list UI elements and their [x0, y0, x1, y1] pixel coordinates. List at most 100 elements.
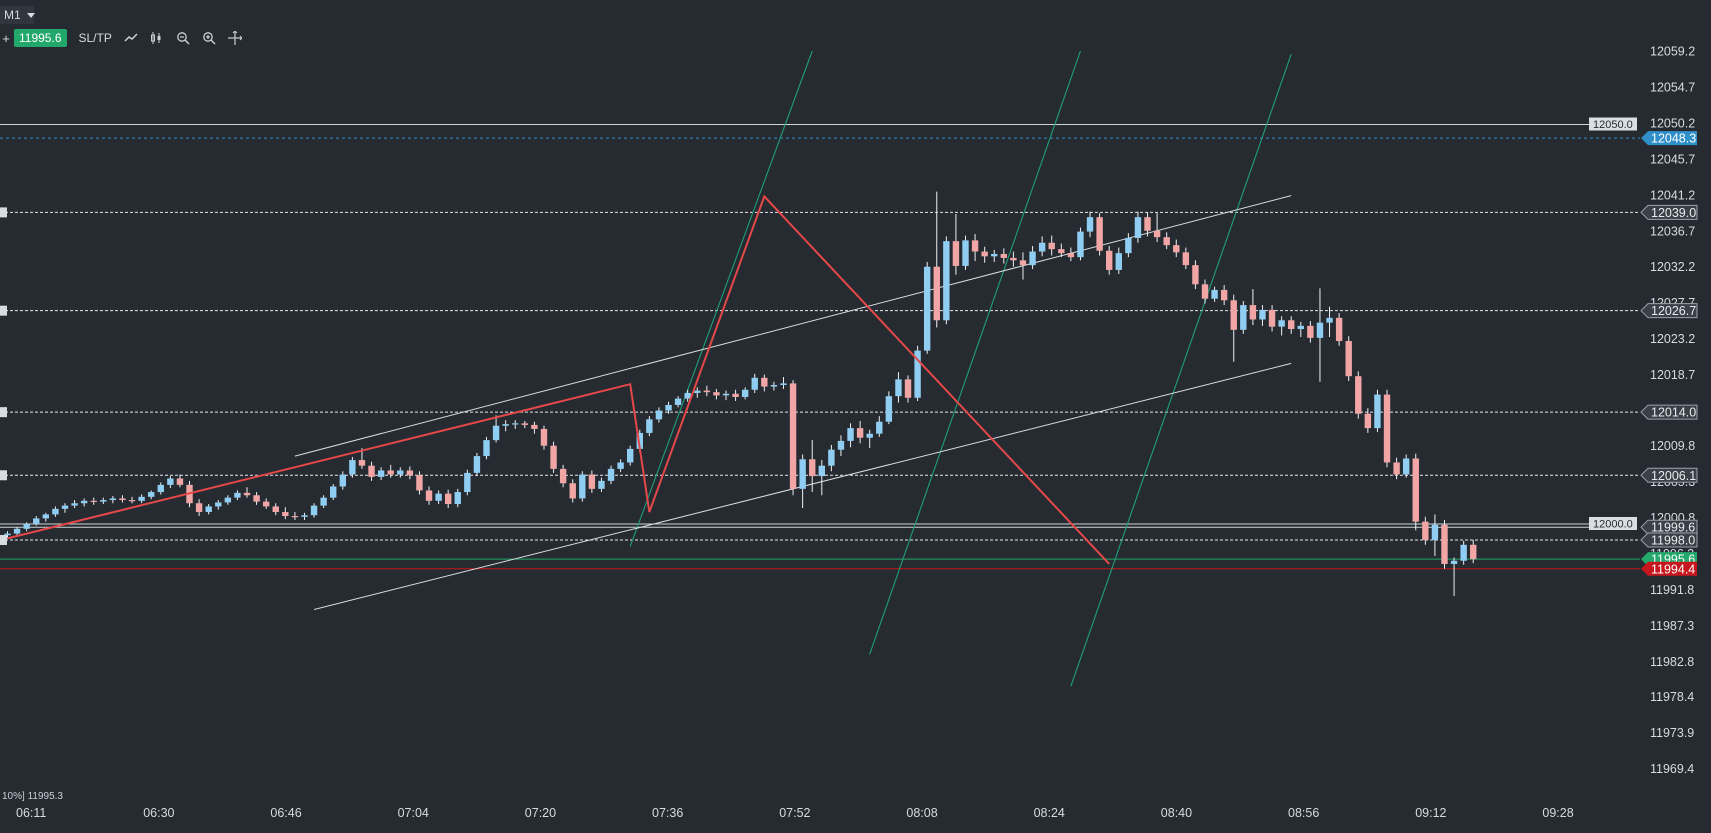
timeframe-selector[interactable]: M1: [0, 6, 35, 24]
price-tag-shape: [1641, 561, 1697, 576]
candle: [1201, 279, 1209, 304]
candle: [895, 372, 902, 403]
candle: [818, 460, 825, 496]
candle-body: [655, 410, 663, 420]
sltp-button[interactable]: SL/TP: [78, 31, 112, 45]
x-tick-label: 08:08: [906, 806, 937, 820]
x-axis: 06:11 06:30 06:46 07:04 07:20 07:36 07:52 08:08…: [16, 806, 1574, 820]
candle-body: [828, 449, 835, 466]
candle: [1422, 516, 1429, 545]
candle-body: [627, 448, 634, 463]
candle-body: [1249, 305, 1257, 320]
candle-body: [1058, 249, 1065, 254]
candle-body: [1230, 300, 1237, 330]
candle: [483, 436, 490, 460]
candle: [933, 191, 940, 328]
candle: [1029, 245, 1036, 270]
timeframe-label: M1: [4, 8, 21, 22]
candle-body: [128, 500, 136, 502]
x-tick-label: 08:24: [1034, 806, 1065, 820]
candle-body: [1182, 252, 1190, 266]
candle-body: [100, 500, 107, 502]
zoom-in-icon[interactable]: [202, 31, 216, 45]
candle: [1048, 235, 1055, 256]
candle-body: [713, 392, 720, 396]
candle-body: [52, 508, 59, 515]
x-tick-label: 07:52: [779, 806, 810, 820]
y-tick-label: 11973.9: [1650, 726, 1694, 740]
candle: [310, 503, 318, 518]
candle: [1086, 211, 1094, 238]
candle-body: [674, 398, 682, 405]
candle: [1096, 213, 1103, 256]
candle-body: [1134, 217, 1142, 238]
candle-body: [914, 350, 921, 398]
candle: [1316, 288, 1324, 382]
candle: [397, 467, 404, 478]
candle-body: [559, 468, 567, 484]
bid-price-tag: 11994.4: [1641, 561, 1697, 576]
candle-body: [588, 474, 596, 489]
candle: [952, 213, 960, 275]
candle-body: [531, 424, 538, 429]
candle-body: [234, 492, 241, 498]
candle: [761, 374, 768, 392]
candle-body: [799, 459, 806, 489]
candle-body: [598, 480, 605, 489]
current-price-badge[interactable]: 11995.6: [14, 29, 67, 47]
candle: [301, 512, 308, 521]
price-tag-label: 12039.0: [1651, 206, 1696, 220]
candle: [1412, 453, 1419, 531]
candle: [167, 476, 174, 489]
y-tick-label: 12018.7: [1650, 368, 1695, 382]
add-order-button[interactable]: +: [2, 30, 10, 46]
candle-body: [377, 470, 385, 477]
candle-body: [1211, 289, 1218, 299]
candle: [406, 466, 414, 480]
candle: [1182, 247, 1190, 270]
candle-body: [1374, 394, 1381, 429]
candle: [1278, 316, 1285, 336]
candle-body: [579, 474, 586, 499]
candle: [588, 470, 596, 493]
level-12039-tag: 12039.0: [1640, 204, 1698, 220]
crosshair-icon[interactable]: [227, 31, 242, 45]
y-tick-label: 11978.4: [1650, 690, 1694, 704]
candle: [914, 345, 921, 401]
candle: [550, 441, 557, 473]
candle-body: [962, 240, 969, 266]
candle-body: [1335, 317, 1343, 342]
candle-body: [90, 500, 97, 503]
candle-body: [1393, 462, 1400, 475]
candle-body: [876, 421, 883, 434]
candle: [109, 496, 117, 504]
line-chart-icon[interactable]: [124, 31, 138, 45]
candles-icon[interactable]: [150, 31, 164, 45]
candle: [119, 495, 126, 503]
candle-body: [195, 503, 203, 513]
candle: [1326, 306, 1333, 338]
candle: [1364, 408, 1372, 433]
candle-body: [1153, 230, 1161, 238]
x-tick-label: 07:20: [525, 806, 556, 820]
candle: [579, 471, 586, 502]
candle: [1038, 236, 1046, 257]
candlestick-series: [4, 191, 1477, 596]
candle-body: [895, 379, 902, 397]
fib-line: [629, 50, 813, 547]
candle-body: [971, 240, 979, 252]
candle-body: [42, 514, 50, 519]
candle: [943, 236, 950, 325]
candle: [1077, 227, 1084, 261]
candle: [923, 261, 931, 354]
zoom-out-icon[interactable]: [176, 31, 190, 45]
candle: [416, 471, 423, 495]
candle-body: [1470, 544, 1477, 560]
y-tick-label: 11991.8: [1650, 583, 1694, 597]
candle-body: [617, 462, 624, 469]
candle: [339, 471, 346, 490]
candle: [885, 391, 893, 425]
candle: [981, 246, 988, 263]
candle: [42, 512, 50, 522]
